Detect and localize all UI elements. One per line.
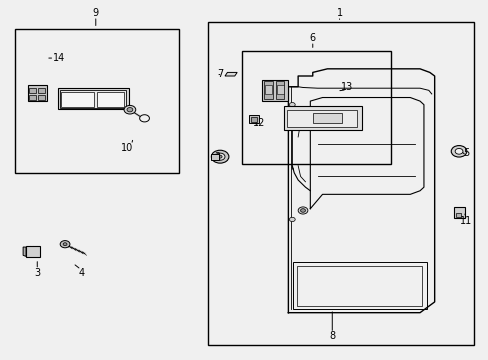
Circle shape	[298, 207, 307, 214]
Bar	[29, 88, 36, 93]
Circle shape	[124, 105, 136, 114]
Bar	[261, 80, 288, 101]
Circle shape	[127, 108, 133, 112]
Circle shape	[300, 209, 305, 212]
Bar	[275, 81, 284, 99]
Bar	[453, 207, 464, 218]
Bar	[58, 88, 129, 109]
Polygon shape	[23, 247, 26, 256]
Circle shape	[211, 150, 228, 163]
Circle shape	[60, 240, 70, 248]
Text: 11: 11	[459, 216, 471, 226]
Circle shape	[215, 153, 224, 160]
Bar	[264, 85, 271, 94]
Bar	[97, 92, 124, 107]
Circle shape	[289, 217, 295, 222]
Text: 10: 10	[121, 143, 133, 153]
Text: 3: 3	[34, 268, 40, 278]
Text: 7: 7	[217, 69, 223, 79]
Bar	[27, 85, 47, 101]
Circle shape	[218, 155, 222, 158]
Bar	[455, 213, 460, 217]
Bar	[242, 51, 390, 164]
Circle shape	[63, 243, 67, 246]
Bar	[264, 81, 272, 99]
Bar	[207, 22, 473, 345]
Bar	[211, 154, 218, 159]
Text: 13: 13	[340, 82, 352, 92]
Bar	[293, 262, 427, 309]
Bar	[276, 85, 283, 94]
Text: 1: 1	[336, 8, 342, 18]
Text: 12: 12	[252, 118, 265, 128]
Bar	[287, 110, 356, 127]
Bar	[60, 90, 126, 108]
Circle shape	[450, 145, 466, 157]
Circle shape	[454, 148, 462, 154]
Bar	[297, 266, 422, 306]
Text: 14: 14	[53, 53, 65, 63]
Bar	[15, 30, 178, 173]
Bar	[38, 88, 44, 93]
Text: 8: 8	[328, 331, 335, 341]
Text: 9: 9	[93, 8, 99, 18]
Bar	[26, 246, 40, 257]
Text: 4: 4	[78, 268, 84, 278]
Polygon shape	[224, 72, 237, 76]
Bar	[283, 107, 361, 130]
Text: 2: 2	[214, 152, 221, 162]
Bar	[249, 115, 259, 123]
Bar	[29, 95, 36, 100]
Circle shape	[289, 103, 295, 107]
Bar	[38, 95, 44, 100]
Bar	[312, 113, 341, 123]
Text: 5: 5	[462, 148, 468, 158]
Bar	[250, 117, 256, 122]
Text: 6: 6	[309, 33, 315, 43]
Bar	[61, 92, 94, 107]
